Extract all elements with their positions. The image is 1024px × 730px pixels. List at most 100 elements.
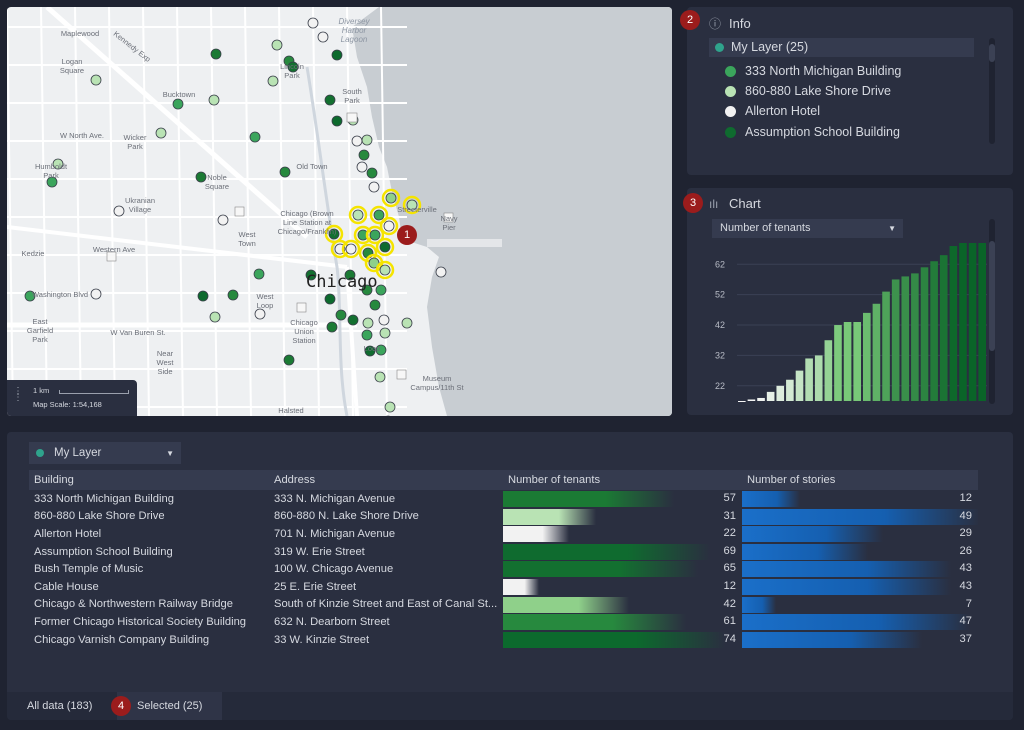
table-row[interactable]: 860-880 Lake Shore Drive 860-880 N. Lake …	[29, 508, 978, 526]
chart-bar	[824, 340, 833, 401]
chart-bar	[786, 379, 794, 401]
info-scroll-thumb[interactable]	[989, 44, 995, 62]
cell-address: 100 W. Chicago Avenue	[274, 563, 394, 576]
map-point	[435, 266, 447, 278]
street	[312, 7, 320, 416]
y-tick-label: 52	[715, 290, 725, 300]
map-point	[361, 134, 373, 146]
table-row[interactable]: Cable House 25 E. Erie Street 12 43	[29, 578, 978, 596]
selection-highlight	[348, 205, 368, 225]
chart-bar	[920, 267, 929, 401]
selection-highlight	[379, 216, 399, 236]
chart-bar	[766, 391, 775, 401]
stories-bar	[742, 543, 868, 560]
info-header: ⓘ Info	[709, 15, 751, 32]
cell-building: Allerton Hotel	[34, 527, 102, 540]
map-point	[254, 308, 266, 320]
stories-value: 7	[965, 597, 972, 610]
map-place-label: Chicago (Brown Line Station at Chicago/F…	[277, 209, 337, 236]
table-row[interactable]: Chicago & Northwestern Railway Bridge Sou…	[29, 596, 978, 614]
street	[176, 7, 184, 416]
stories-value: 12	[959, 492, 972, 504]
map-point	[383, 220, 395, 232]
callout-badge-3: 3	[683, 193, 703, 213]
cell-building: Assumption School Building	[34, 545, 173, 558]
map-point	[307, 17, 319, 29]
table-row[interactable]: Former Chicago Historical Society Buildi…	[29, 613, 978, 631]
selection-highlight	[402, 195, 422, 215]
layer-select[interactable]: My Layer ▼	[29, 442, 181, 464]
stories-bar	[742, 614, 970, 631]
tab-selected[interactable]: Selected (25)	[117, 692, 223, 720]
table-header-row: Building Address Number of tenants Numbe…	[29, 470, 978, 490]
map-view[interactable]: Maplewood Logan Square Bucktown W North Ave…	[7, 7, 672, 416]
y-tick-label: 42	[715, 320, 725, 330]
table-row[interactable]: Allerton Hotel 701 N. Michigan Avenue 22 29	[29, 525, 978, 543]
column-header-building[interactable]: Building	[29, 470, 269, 490]
tenants-value: 42	[723, 597, 736, 610]
chart-bar	[882, 291, 890, 401]
map-point	[361, 329, 373, 341]
poi-icon	[396, 369, 407, 380]
stories-value: 43	[959, 562, 972, 575]
table-row[interactable]: Bush Temple of Music 100 W. Chicago Avenu…	[29, 560, 978, 578]
stories-bar	[742, 596, 776, 613]
layer-row[interactable]: My Layer (25)	[709, 38, 974, 57]
tenants-bar	[503, 614, 686, 631]
info-item-label: Allerton Hotel	[745, 104, 821, 118]
table-row[interactable]: Chicago Varnish Company Building 33 W. Ki…	[29, 631, 978, 649]
chart-bar	[843, 322, 852, 401]
column-header-address[interactable]: Address	[269, 470, 503, 490]
map-point	[352, 209, 364, 221]
map-place-label: West Loop	[256, 292, 274, 310]
chart-field-select[interactable]: Number of tenants ▼	[712, 219, 903, 238]
bar-chart-icon: ılı	[709, 197, 719, 211]
column-header-tenants[interactable]: Number of tenants	[503, 470, 742, 490]
cell-address: 33 W. Kinzie Street	[274, 633, 370, 646]
map-point	[283, 354, 295, 366]
map-point	[361, 284, 373, 296]
cell-tenants: 69	[503, 543, 742, 561]
map-point	[326, 321, 338, 333]
map-canvas[interactable]	[7, 7, 672, 416]
drag-handle-icon[interactable]: ⋮ ⋮	[13, 386, 23, 403]
cell-tenants: 57	[503, 490, 742, 508]
map-point	[366, 167, 378, 179]
map-point	[271, 39, 283, 51]
stories-bar	[742, 508, 978, 525]
feature-color-dot	[725, 86, 736, 97]
cell-tenants: 22	[503, 525, 742, 543]
table-row[interactable]: Assumption School Building 319 W. Erie St…	[29, 543, 978, 561]
chart-scrollbar[interactable]	[989, 219, 995, 404]
chart-bar	[747, 399, 756, 401]
map-point	[358, 149, 370, 161]
chart-bar	[757, 397, 765, 401]
cell-tenants: 74	[503, 631, 742, 649]
cell-building: Chicago & Northwestern Railway Bridge	[34, 598, 233, 611]
chart-bar	[853, 322, 861, 401]
map-point	[362, 317, 374, 329]
map-place-label: Streeterville	[397, 205, 437, 214]
chart-bar	[891, 279, 900, 401]
poi-icon	[106, 251, 117, 262]
chart-bar	[930, 261, 938, 401]
cell-address: 860-880 N. Lake Shore Drive	[274, 510, 419, 523]
table-row[interactable]: 333 North Michigan Building 333 N. Michig…	[29, 490, 978, 508]
street	[380, 7, 388, 416]
stories-value: 49	[959, 509, 972, 522]
map-point	[253, 268, 265, 280]
lake-michigan	[352, 7, 672, 416]
info-scrollbar[interactable]	[989, 38, 995, 144]
tenants-value: 57	[723, 492, 736, 504]
map-place-label: Bucktown	[162, 90, 196, 99]
callout-badge-2: 2	[680, 10, 700, 30]
chart-scroll-thumb[interactable]	[989, 241, 995, 351]
tab-all-data[interactable]: All data (183)	[27, 700, 93, 712]
tenants-value: 74	[723, 632, 736, 645]
chart-bar	[872, 303, 881, 401]
column-header-stories[interactable]: Number of stories	[742, 470, 978, 490]
cell-building: Cable House	[34, 580, 99, 593]
map-place-label: W Van Buren St.	[110, 328, 166, 337]
chart-bar	[805, 358, 813, 401]
cell-address: 319 W. Erie Street	[274, 545, 365, 558]
